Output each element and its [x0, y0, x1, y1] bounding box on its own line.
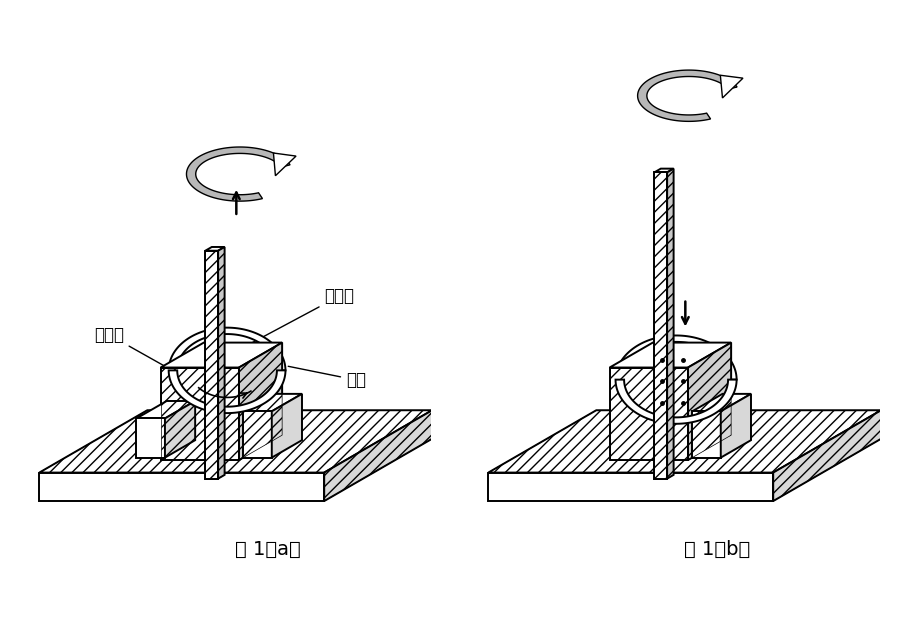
Polygon shape: [206, 247, 224, 251]
Polygon shape: [218, 247, 224, 479]
Polygon shape: [489, 410, 881, 473]
Text: 套筒: 套筒: [288, 366, 366, 389]
Polygon shape: [161, 343, 282, 368]
Polygon shape: [206, 251, 218, 479]
Polygon shape: [655, 173, 667, 479]
Polygon shape: [324, 410, 432, 501]
Text: 图 1（a）: 图 1（a）: [235, 540, 301, 560]
Polygon shape: [272, 394, 302, 458]
Polygon shape: [667, 169, 674, 479]
Polygon shape: [692, 411, 721, 458]
Polygon shape: [274, 153, 296, 176]
Text: 搅拌针: 搅拌针: [249, 287, 355, 345]
Polygon shape: [169, 328, 286, 370]
Polygon shape: [136, 419, 165, 458]
Polygon shape: [239, 343, 282, 460]
Polygon shape: [692, 394, 751, 411]
Text: 加紧环: 加紧环: [94, 326, 170, 369]
Polygon shape: [243, 411, 272, 458]
Polygon shape: [773, 410, 881, 501]
Polygon shape: [40, 410, 432, 473]
Polygon shape: [187, 147, 290, 201]
Polygon shape: [610, 368, 688, 460]
Polygon shape: [638, 70, 737, 121]
Polygon shape: [615, 379, 736, 424]
Polygon shape: [610, 343, 731, 368]
Polygon shape: [615, 335, 736, 379]
Polygon shape: [243, 394, 302, 411]
Polygon shape: [165, 401, 195, 458]
Polygon shape: [655, 169, 674, 173]
Polygon shape: [161, 368, 239, 460]
Polygon shape: [40, 473, 324, 501]
Polygon shape: [720, 75, 743, 98]
Polygon shape: [136, 401, 195, 419]
Polygon shape: [688, 343, 731, 460]
Text: 图 1（b）: 图 1（b）: [683, 540, 750, 560]
Polygon shape: [721, 394, 751, 458]
Polygon shape: [489, 473, 773, 501]
Polygon shape: [169, 370, 286, 413]
